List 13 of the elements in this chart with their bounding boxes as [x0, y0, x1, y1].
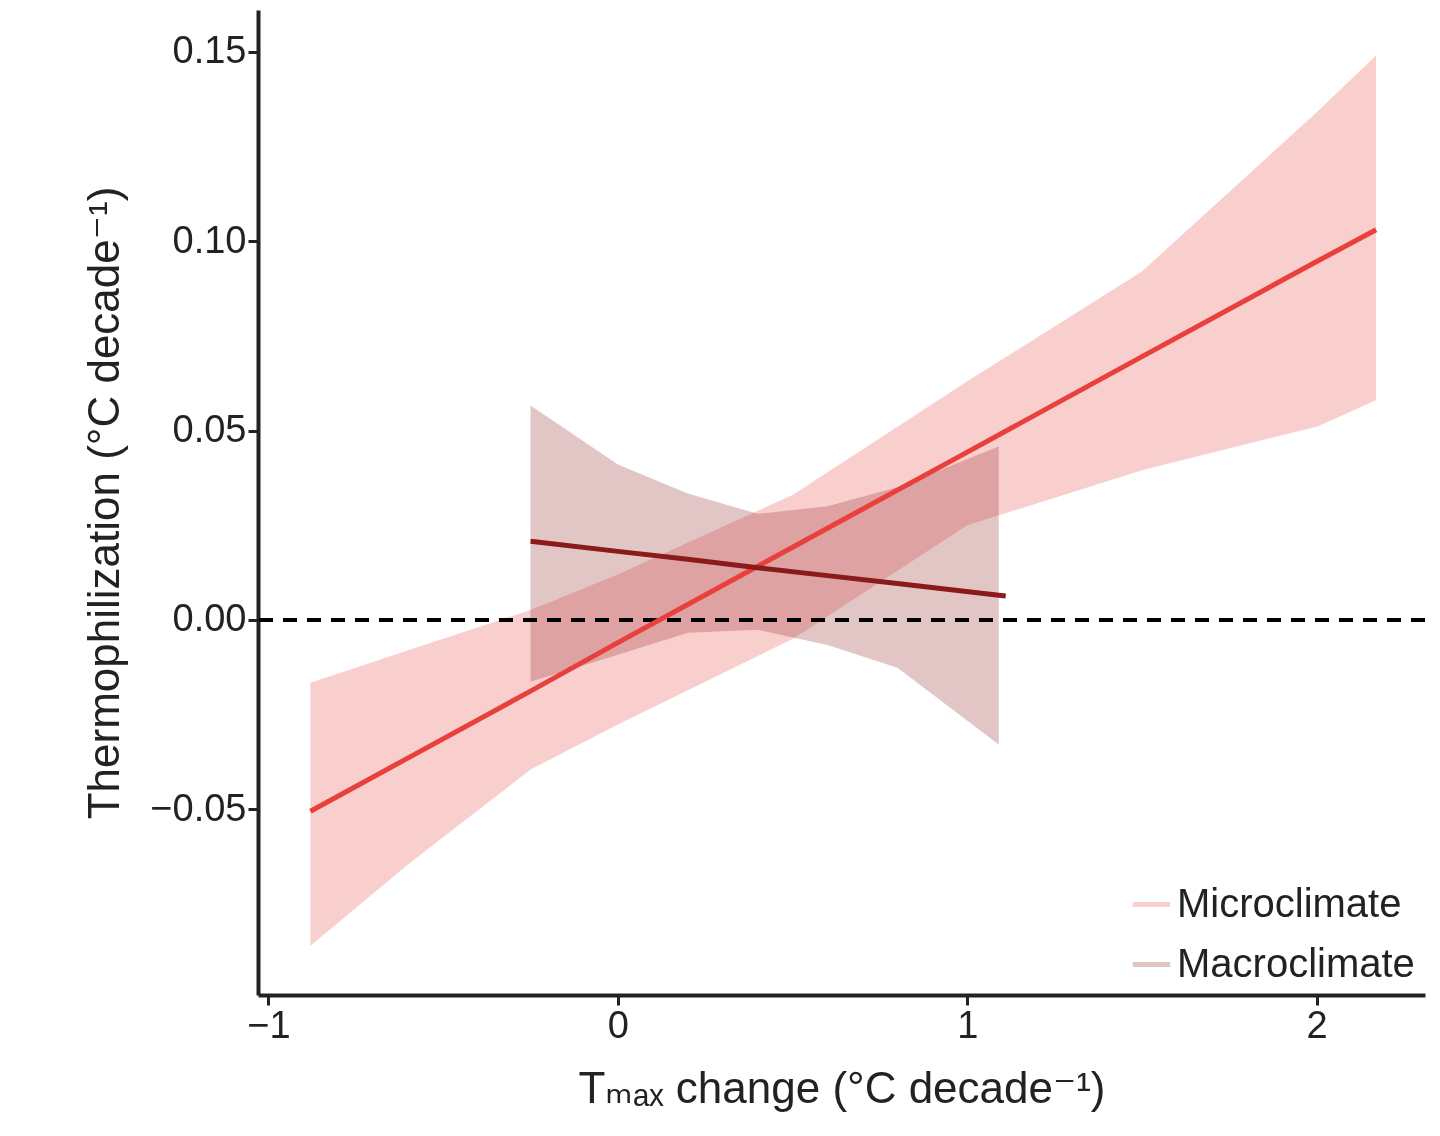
- y-tick-label: 0.00: [172, 597, 247, 640]
- y-axis-title: Thermophilization (°C decade⁻¹): [79, 186, 129, 820]
- x-tick-label: 2: [1306, 1003, 1328, 1046]
- x-axis-title: Tₘₐₓ change (°C decade⁻¹): [578, 1062, 1106, 1112]
- legend-label: Macroclimate: [1177, 940, 1415, 985]
- y-tick-label: 0.10: [172, 218, 247, 261]
- x-tick-label: −1: [247, 1003, 291, 1046]
- x-tick-label: 1: [957, 1003, 979, 1046]
- legend-label: Microclimate: [1177, 880, 1402, 925]
- y-tick-label: 0.15: [172, 29, 247, 72]
- y-tick-label: 0.05: [172, 408, 247, 451]
- y-tick-label: −0.05: [150, 786, 247, 829]
- x-tick-label: 0: [607, 1003, 629, 1046]
